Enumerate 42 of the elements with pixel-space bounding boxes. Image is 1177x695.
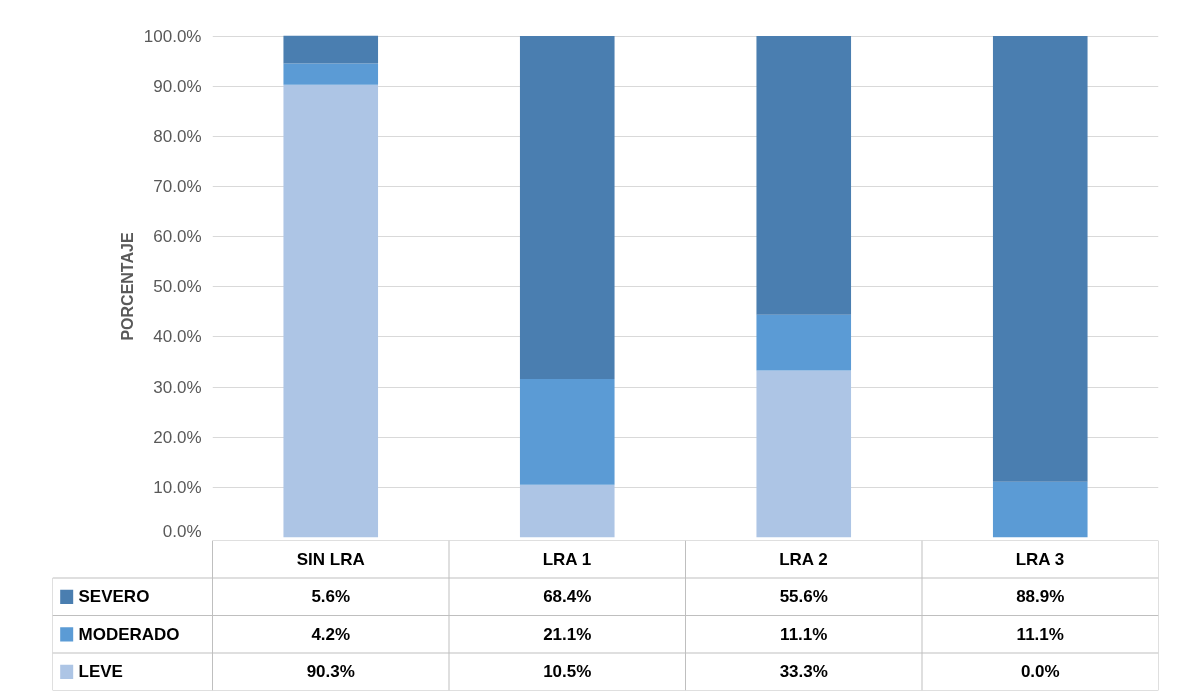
y-tick-label: 60.0% (153, 227, 202, 247)
data-label: 4.2% (311, 624, 351, 644)
bar (992, 36, 1088, 482)
data-label: 11.1% (780, 624, 828, 644)
data-label: 90.3% (306, 662, 355, 682)
legend-label: MODERADO (78, 624, 180, 644)
y-tick-label: 10.0% (153, 477, 202, 497)
data-label: 10.5% (543, 662, 592, 682)
x-tick-label: LRA 1 (542, 549, 592, 569)
data-label: 33.3% (779, 662, 828, 682)
bar (283, 35, 379, 64)
y-tick-label: 0.0% (162, 521, 202, 541)
bar (992, 481, 1088, 538)
x-tick-label: SIN LRA (296, 549, 365, 569)
data-label: 5.6% (311, 587, 351, 607)
legend-label: LEVE (78, 662, 123, 682)
data-label: 0.0% (1020, 662, 1060, 682)
bar (519, 379, 615, 485)
y-tick-label: 30.0% (153, 377, 202, 397)
x-tick-label: LRA 2 (779, 549, 828, 569)
y-tick-label: 100.0% (143, 26, 202, 46)
bar (756, 36, 852, 315)
bar (519, 36, 615, 380)
data-label: 88.9% (1016, 587, 1065, 607)
bar (519, 484, 615, 538)
data-label: 55.6% (779, 587, 828, 607)
y-tick-label: 40.0% (153, 327, 202, 347)
data-label: 21.1% (543, 624, 592, 644)
y-tick-label: 70.0% (153, 176, 202, 196)
x-tick-label: LRA 3 (1015, 549, 1065, 569)
bar (283, 63, 379, 85)
y-axis-title: PORCENTAJE (118, 232, 136, 341)
data-label: 68.4% (543, 587, 592, 607)
y-tick-label: 80.0% (153, 126, 202, 146)
y-tick-label: 90.0% (153, 76, 202, 96)
bar (756, 314, 852, 371)
legend-label: SEVERO (78, 587, 150, 607)
bar (756, 370, 852, 538)
y-tick-label: 50.0% (153, 277, 202, 297)
data-label: 11.1% (1016, 624, 1064, 644)
y-tick-label: 20.0% (153, 427, 202, 447)
bar (283, 84, 379, 538)
